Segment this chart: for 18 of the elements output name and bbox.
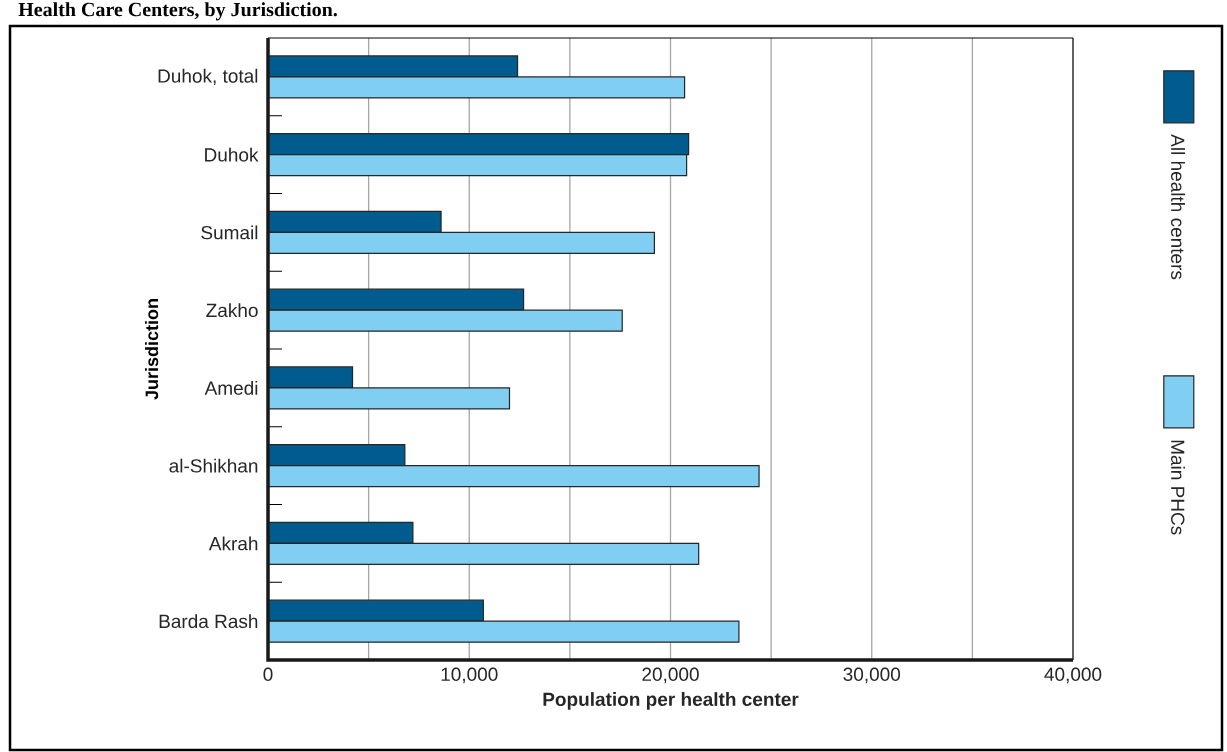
y-tick-label: Barda Rash xyxy=(159,614,258,629)
y-tick-label: Akrah xyxy=(208,536,258,551)
y-tick-label: Duhok, total xyxy=(158,68,258,85)
y-tick-label: Zakho xyxy=(206,303,258,318)
text: Main PHCs xyxy=(1171,440,1185,535)
text: All health centers xyxy=(1171,134,1185,280)
y-tick-label: Sumail xyxy=(201,225,258,240)
x-tick-label: 40,000 xyxy=(1044,667,1102,684)
y-tick-label: Amedi xyxy=(204,380,258,395)
x-tick-label: 10,000 xyxy=(441,667,498,684)
x-tick-label: 30,000 xyxy=(843,667,901,684)
x-tick-label: 20,000 xyxy=(642,667,699,684)
y-tick-label: Duhok xyxy=(205,147,259,162)
x-axis-title: Population per health center xyxy=(543,692,799,710)
x-tick-label: 0 xyxy=(263,667,273,681)
y-axis-title: Jurisdiction xyxy=(144,299,159,400)
y-tick-label: al-Shikhan xyxy=(169,458,258,473)
chart-title: Health Care Centers, by Jurisdiction. xyxy=(18,2,337,21)
